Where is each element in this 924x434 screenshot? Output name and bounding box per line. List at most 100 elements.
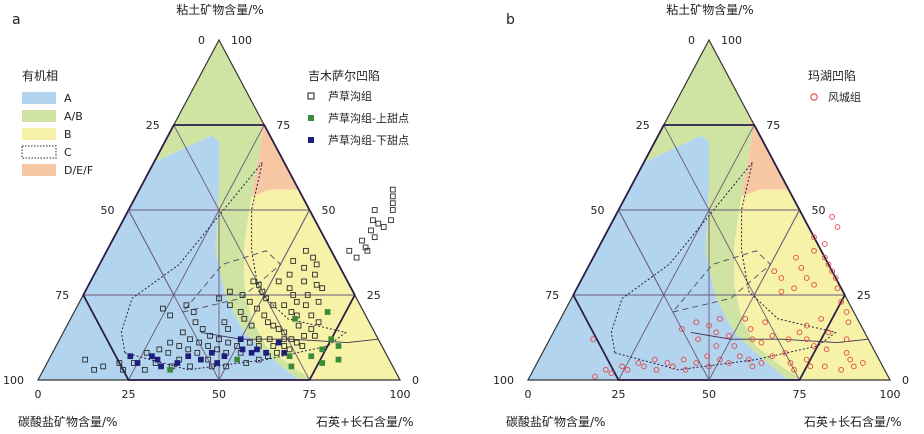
a-data-point: [308, 353, 315, 360]
a-data-point: [389, 186, 396, 193]
a-data-point: [335, 356, 342, 363]
panel-b-right-axis-label: 石英+长石含量/%: [804, 414, 902, 429]
b-data-point: [664, 360, 671, 366]
a-data-point: [304, 292, 311, 298]
a-data-point: [199, 326, 206, 332]
b-data-point: [742, 315, 749, 322]
b-data-point: [843, 336, 850, 343]
b-data-point: [785, 336, 792, 343]
a-data-point: [141, 366, 148, 373]
a-base-tick-label: 0: [35, 388, 42, 401]
facies-swatch-def: [22, 164, 56, 176]
a-data-point: [243, 360, 250, 366]
a-data-point: [263, 295, 269, 302]
b-data-point: [782, 349, 788, 356]
b-data-point: [843, 349, 850, 356]
a-grid-spoke: [128, 209, 175, 296]
a-data-point: [310, 254, 316, 261]
a-data-point: [346, 247, 353, 254]
a-data-point: [185, 346, 192, 353]
a-data-point: [303, 247, 309, 254]
a-data-point: [176, 343, 183, 349]
a-data-point: [288, 336, 295, 343]
b-data-point: [590, 336, 597, 343]
legend-marker-lower-sweet-spot: [308, 137, 314, 143]
a-data-point: [158, 363, 164, 370]
legend-label-luchaogou: 芦草沟组: [328, 89, 372, 103]
facies-label-c: C: [64, 146, 72, 159]
a-data-point: [221, 319, 228, 326]
a-data-point: [275, 326, 282, 332]
a-data-point: [328, 336, 335, 343]
panel-a-label: a: [12, 12, 21, 28]
a-data-point: [371, 234, 378, 241]
b-data-point: [834, 285, 841, 292]
a-data-point: [275, 278, 282, 285]
b-data-point: [811, 343, 817, 349]
b-data-point: [778, 275, 785, 281]
a-data-point: [274, 349, 280, 356]
b-data-point: [682, 366, 689, 373]
a-data-point: [255, 356, 262, 363]
b-data-point: [736, 353, 743, 360]
panel-a-top-axis-label: 粘土矿物含量/%: [176, 2, 263, 17]
b-classification-hexagon: [572, 124, 846, 381]
a-data-point: [246, 298, 253, 305]
a-data-point: [225, 326, 231, 332]
b-data-point: [592, 373, 598, 380]
b-data-point: [717, 315, 723, 322]
a-grid-spoke: [263, 209, 310, 296]
b-grid-line: [618, 124, 755, 381]
a-data-point: [290, 292, 297, 298]
b-data-point: [717, 356, 723, 363]
a-data-point: [313, 261, 320, 268]
legend-marker-open-square: [307, 92, 315, 100]
a-right-tick-label: 50: [322, 204, 336, 217]
a-data-point: [149, 353, 155, 360]
a-dashed-contour: [182, 250, 282, 313]
a-data-point: [370, 217, 376, 224]
b-data-point: [860, 360, 866, 366]
a-data-point: [281, 349, 288, 356]
a-data-point: [160, 305, 166, 312]
a-data-point: [225, 339, 231, 346]
a-data-point: [250, 278, 257, 285]
a-data-point: [286, 285, 293, 292]
a-data-point: [187, 363, 193, 370]
b-base-tick-label: 100: [880, 388, 901, 401]
b-data-point: [749, 363, 756, 370]
a-data-point: [312, 332, 318, 339]
a-data-point: [288, 309, 295, 315]
a-data-point: [100, 363, 107, 370]
a-data-point: [239, 292, 246, 298]
b-data-point: [704, 353, 711, 360]
b-data-point: [771, 268, 778, 275]
a-data-point: [270, 302, 277, 309]
b-data-point: [850, 363, 857, 370]
a-data-point: [335, 343, 342, 349]
b-base-tick-label: 50: [702, 388, 716, 401]
b-left-tick-label: 100: [493, 374, 514, 387]
facies-legend-title: 有机相: [22, 69, 58, 83]
b-data-point: [821, 363, 828, 370]
b-data-point: [693, 360, 700, 366]
a-solid-contour: [200, 331, 379, 344]
facies-swatch-c: [21, 145, 57, 159]
a-data-point: [246, 339, 253, 346]
a-data-point: [313, 281, 320, 288]
a-data-point: [255, 336, 262, 343]
a-data-point: [196, 339, 202, 346]
a-data-point: [312, 271, 318, 278]
b-data-point: [762, 319, 768, 326]
a-data-point: [303, 302, 309, 309]
b-data-point: [803, 336, 810, 343]
a-base-tick-label: 100: [390, 388, 411, 401]
a-data-point: [127, 353, 134, 360]
a-data-point: [227, 288, 233, 295]
facies-label-ab: A/B: [64, 110, 83, 123]
b-data-point: [845, 319, 852, 326]
b-data-point: [825, 261, 832, 268]
b-data-point: [769, 332, 776, 339]
